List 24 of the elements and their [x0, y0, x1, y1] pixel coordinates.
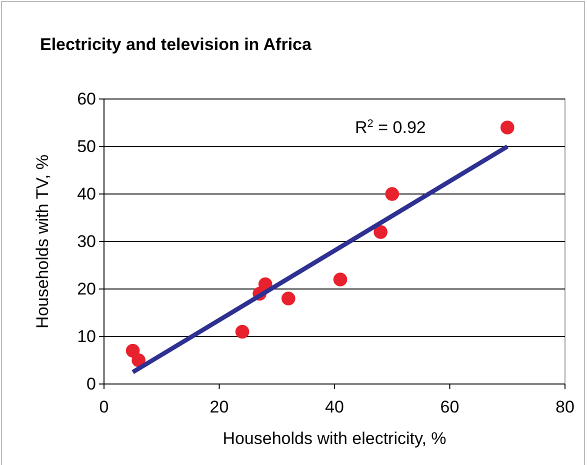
x-tick-label: 60	[440, 397, 460, 416]
y-axis-title: Households with TV, %	[33, 154, 52, 328]
y-tick-label: 10	[77, 326, 96, 346]
point	[374, 225, 388, 239]
point	[235, 324, 250, 339]
point	[333, 272, 348, 286]
x-tick-label: 80	[556, 397, 574, 416]
annotation: R$^{2}$ = 0.92	[355, 118, 426, 137]
y-tick-label: 60	[77, 89, 96, 108]
x-tick-label: 0	[99, 397, 109, 416]
x-tick-label: 20	[210, 397, 229, 416]
point	[281, 292, 296, 306]
y-tick-label: 40	[77, 184, 96, 204]
point	[132, 353, 146, 368]
y-tick-label: 20	[77, 279, 96, 298]
point	[500, 120, 514, 134]
point	[385, 187, 400, 201]
x-tick-label: 40	[325, 397, 344, 416]
y-tick-label: 50	[77, 136, 96, 156]
y-tick-label: 0	[86, 374, 96, 394]
point	[126, 344, 140, 358]
x-axis-title: Households with electricity, %	[222, 429, 446, 448]
chart-title: Electricity and television in Africa	[40, 35, 312, 54]
y-tick-label: 30	[77, 232, 96, 251]
